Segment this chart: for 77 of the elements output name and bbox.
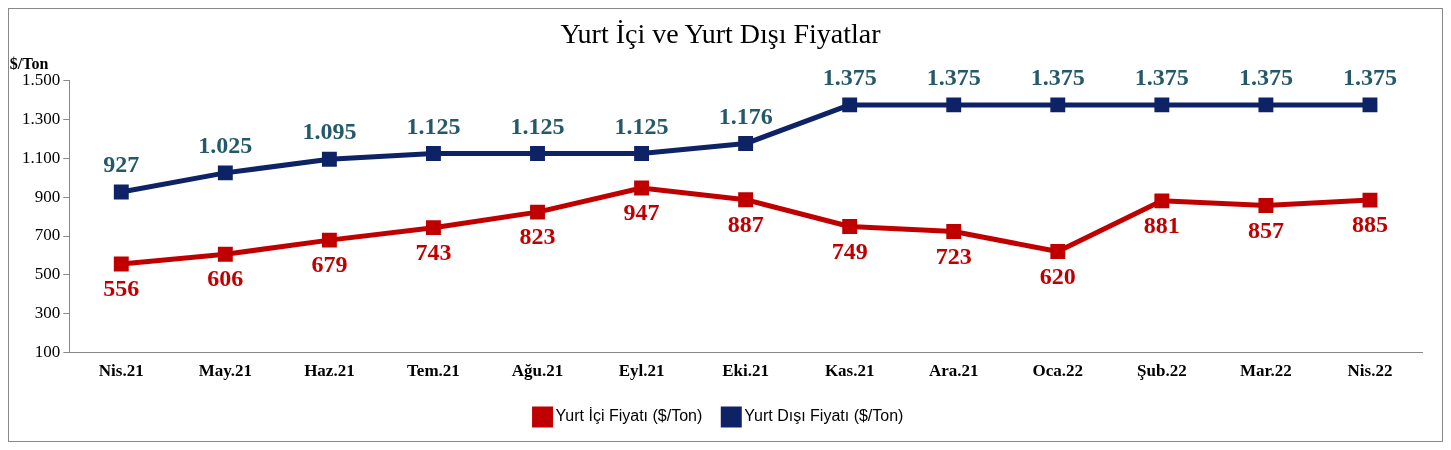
x-tick-label: Ağu.21 <box>511 361 564 381</box>
point <box>842 219 858 234</box>
x-tick-label: Şub.22 <box>1137 361 1187 381</box>
x-tick-label: Nis.21 <box>98 361 144 381</box>
y-tick-label: 1.500 <box>22 70 61 90</box>
data-label: 749 <box>831 237 868 264</box>
data-label: 1.125 <box>406 112 461 139</box>
y-axis-title: $/Ton <box>9 54 49 72</box>
chart-title: Yurt İçi ve Yurt Dışı Fiyatlar <box>560 18 882 50</box>
point <box>217 165 233 181</box>
x-tick-label: Nis.22 <box>1347 361 1393 381</box>
point <box>1154 97 1170 113</box>
data-label: 1.375 <box>1030 64 1085 91</box>
x-tick-label: Eyl.21 <box>618 361 665 381</box>
data-label: 1.375 <box>1134 64 1189 91</box>
data-label: 1.375 <box>926 64 981 91</box>
point <box>946 224 962 240</box>
data-label: 1.125 <box>510 112 565 139</box>
x-tick-label: Mar.22 <box>1240 361 1292 381</box>
point <box>738 136 754 151</box>
point <box>217 246 233 262</box>
point <box>426 220 441 236</box>
data-label: 927 <box>103 151 140 178</box>
point <box>1258 97 1274 113</box>
point <box>1258 198 1274 213</box>
x-tick-label: Haz.21 <box>304 361 355 381</box>
data-label: 743 <box>415 238 452 265</box>
x-tick-label: Oca.22 <box>1032 361 1084 381</box>
y-tick-label: 300 <box>34 303 61 323</box>
y-tick-label: 500 <box>34 264 61 284</box>
point <box>321 151 337 167</box>
point <box>1050 244 1066 260</box>
data-label: 1.095 <box>302 118 357 145</box>
x-tick-label: May.21 <box>198 361 253 381</box>
data-label: 1.375 <box>1342 64 1397 91</box>
point <box>1362 192 1378 208</box>
point <box>634 146 650 161</box>
data-label: 1.125 <box>614 112 669 139</box>
y-tick-label: 100 <box>34 342 61 362</box>
point <box>426 146 441 161</box>
data-label: 887 <box>727 210 764 237</box>
data-label: 881 <box>1143 212 1180 239</box>
point <box>738 192 754 208</box>
x-tick-label: Tem.21 <box>407 361 460 381</box>
point <box>530 146 545 161</box>
y-tick-label: 1.300 <box>22 108 61 128</box>
data-label: 885 <box>1351 211 1388 238</box>
y-tick-label: 700 <box>34 225 61 245</box>
data-label: 1.025 <box>198 132 253 159</box>
data-label: 679 <box>311 251 348 278</box>
point <box>946 97 962 113</box>
point <box>842 97 858 113</box>
legend-label: Yurt İçi Fiyatı ($/Ton) <box>555 406 703 425</box>
data-label: 1.375 <box>1238 64 1293 91</box>
point <box>1362 97 1378 113</box>
point <box>530 204 545 220</box>
data-label: 556 <box>103 275 140 302</box>
x-tick-label: Eki.21 <box>722 361 770 381</box>
point <box>1154 193 1170 209</box>
x-tick-label: Ara.21 <box>928 361 979 381</box>
data-label: 723 <box>935 242 972 269</box>
data-label: 857 <box>1247 216 1284 243</box>
point <box>634 180 650 196</box>
data-label: 606 <box>207 265 244 292</box>
y-tick-label: 900 <box>34 186 61 206</box>
data-label: 1.375 <box>822 64 877 91</box>
legend-label: Yurt Dışı Fiyatı ($/Ton) <box>744 407 904 425</box>
point <box>113 184 129 200</box>
y-tick-label: 1.100 <box>22 147 61 167</box>
data-label: 620 <box>1039 262 1076 289</box>
point <box>1050 97 1066 113</box>
x-tick-label: Kas.21 <box>824 361 875 381</box>
point <box>321 232 337 248</box>
data-label: 1.176 <box>718 102 773 129</box>
data-label: 823 <box>519 223 556 250</box>
data-label: 947 <box>623 199 660 226</box>
point <box>113 256 129 272</box>
